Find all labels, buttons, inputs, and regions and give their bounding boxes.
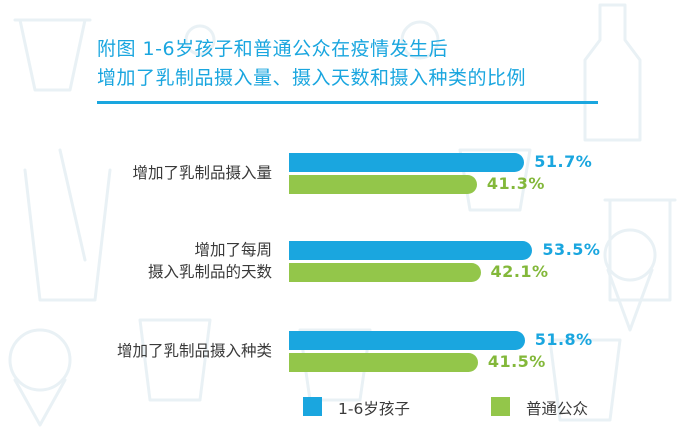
chart-title-line-2: 增加了乳制品摄入量、摄入天数和摄入种类的比例 — [97, 67, 527, 89]
category-label-line: 增加了每周 — [194, 241, 272, 259]
bar — [289, 331, 525, 350]
data-label: 42.1% — [490, 262, 549, 281]
bar — [289, 153, 525, 172]
data-label: 51.8% — [534, 330, 593, 349]
data-label: 41.5% — [487, 352, 546, 371]
category-label: 增加了每周摄入乳制品的天数 — [148, 239, 272, 283]
title-underline — [97, 101, 598, 104]
category-label: 增加了乳制品摄入量 — [132, 162, 272, 184]
bar — [289, 263, 481, 282]
data-label: 51.7% — [534, 152, 593, 171]
legend-label-children: 1-6岁孩子 — [338, 400, 410, 418]
category-label-line: 增加了乳制品摄入种类 — [116, 342, 272, 360]
legend-swatch-public — [491, 397, 510, 416]
legend-label-public: 普通公众 — [526, 400, 589, 418]
legend-swatch-children — [303, 397, 322, 416]
data-label: 41.3% — [486, 174, 545, 193]
chart-title-line-1: 附图 1-6岁孩子和普通公众在疫情发生后 — [97, 38, 449, 60]
category-label-line: 增加了乳制品摄入量 — [132, 164, 272, 182]
bar — [289, 241, 533, 260]
bar — [289, 353, 478, 372]
category-label: 增加了乳制品摄入种类 — [117, 340, 272, 362]
category-label-line: 摄入乳制品的天数 — [147, 263, 272, 281]
data-label: 53.5% — [542, 240, 601, 259]
bar — [289, 175, 477, 194]
